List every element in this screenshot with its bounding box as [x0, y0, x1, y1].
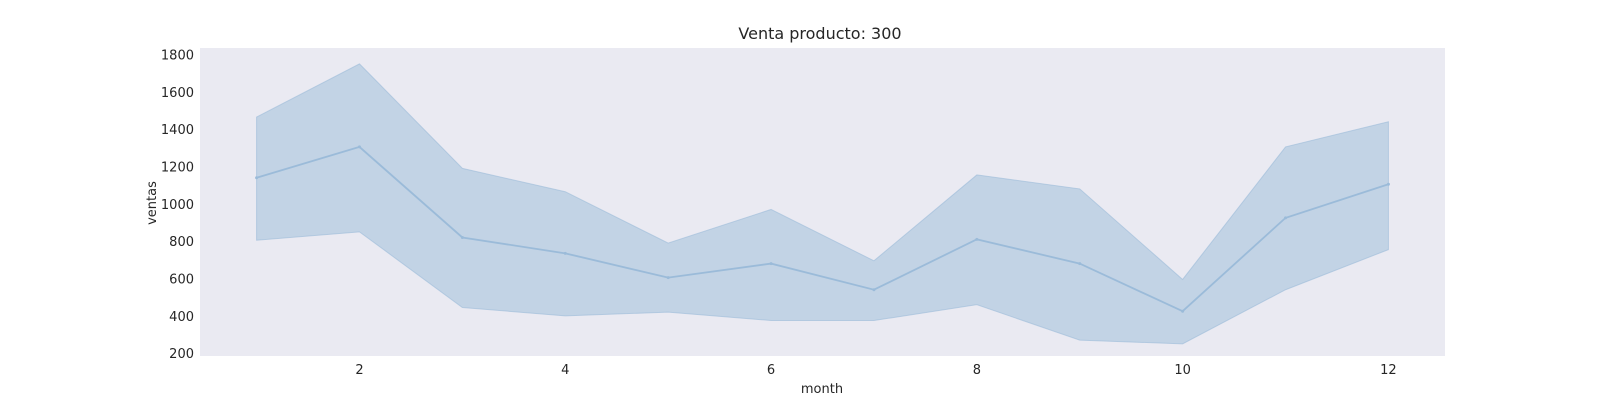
data-point: [666, 276, 670, 280]
y-tick-label: 1800: [161, 49, 194, 64]
data-point: [563, 251, 567, 255]
y-tick-label: 1200: [161, 161, 194, 176]
data-point: [1284, 216, 1288, 220]
x-tick-label: 4: [561, 363, 569, 378]
data-point: [460, 235, 464, 239]
data-point: [1386, 182, 1390, 186]
y-tick-label: 1600: [161, 86, 194, 101]
data-point: [255, 176, 259, 180]
data-point: [872, 288, 876, 292]
x-tick-label: 10: [1174, 363, 1191, 378]
data-point: [1078, 262, 1082, 266]
y-tick-label: 1400: [161, 123, 194, 138]
data-point: [769, 262, 773, 266]
x-axis-label: month: [801, 382, 843, 397]
x-tick-label: 12: [1380, 363, 1397, 378]
y-axis-label: ventas: [145, 181, 160, 225]
y-tick-label: 400: [169, 310, 194, 325]
data-point: [357, 145, 361, 149]
x-tick-label: 6: [767, 363, 775, 378]
x-tick-label: 8: [973, 363, 981, 378]
y-tick-label: 800: [169, 235, 194, 250]
x-tick-label: 2: [355, 363, 363, 378]
y-tick-label: 200: [169, 347, 194, 362]
data-point: [1181, 309, 1185, 313]
y-tick-label: 1000: [161, 198, 194, 213]
series-line-0: [256, 145, 1389, 313]
confidence-band-0: [256, 63, 1389, 345]
chart-title: Venta producto: 300: [738, 24, 901, 43]
y-tick-label: 600: [169, 273, 194, 288]
data-point: [975, 237, 979, 241]
